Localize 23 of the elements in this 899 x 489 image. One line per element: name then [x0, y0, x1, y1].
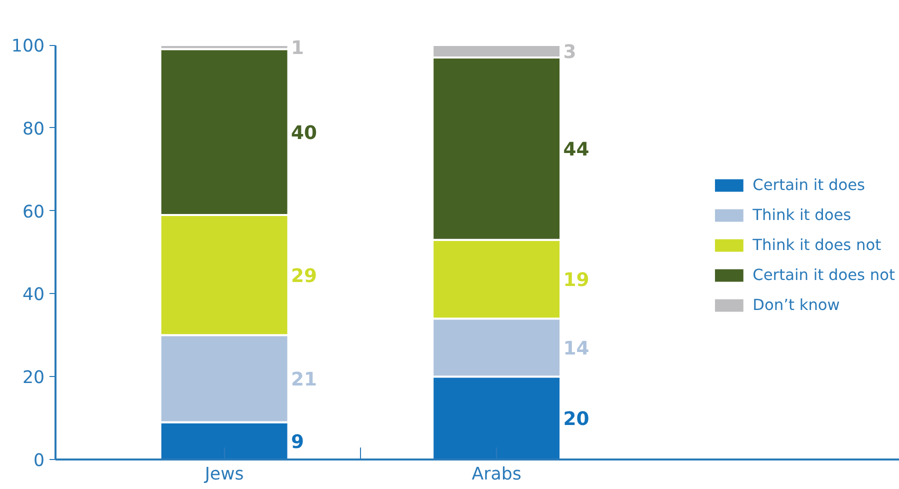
- y-tick-label: 80: [22, 119, 45, 140]
- y-tick-label: 0: [33, 451, 45, 471]
- data-label: 3: [563, 42, 576, 64]
- legend-label: Certain it does not: [752, 266, 895, 284]
- data-label: 44: [563, 140, 590, 161]
- data-label: 29: [291, 266, 317, 288]
- data-label: 1: [291, 38, 304, 60]
- legend-label: Don’t know: [752, 296, 840, 314]
- x-tick-label: Jews: [204, 464, 244, 484]
- legend-label: Certain it does: [752, 176, 866, 194]
- y-tick-label: 40: [22, 285, 45, 306]
- legend-label: Think it does not: [752, 236, 882, 254]
- data-label: 14: [563, 338, 590, 360]
- data-label: 9: [291, 432, 304, 453]
- y-tick-label: 60: [22, 202, 45, 222]
- x-tick-label: Arabs: [472, 464, 522, 484]
- data-label: 19: [563, 270, 590, 292]
- data-label: 40: [291, 123, 317, 144]
- legend-label: Think it does: [752, 206, 852, 224]
- y-tick-label: 20: [22, 368, 45, 388]
- y-tick-label: 100: [11, 36, 45, 57]
- data-label: 21: [291, 370, 317, 391]
- data-label: 20: [563, 409, 590, 430]
